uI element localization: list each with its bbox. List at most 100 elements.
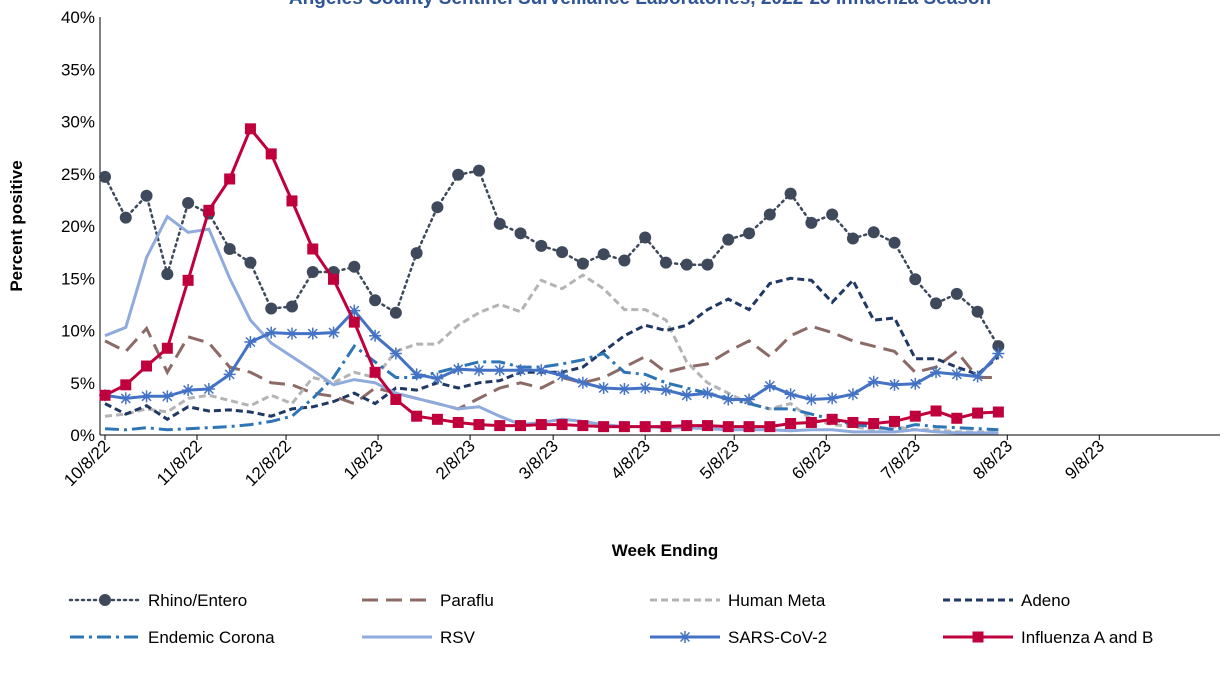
- legend-item: Endemic Corona: [70, 628, 275, 647]
- data-point: [722, 421, 734, 433]
- data-point: [784, 388, 797, 401]
- series-line: [104, 308, 1000, 402]
- data-point: [971, 370, 984, 383]
- data-point: [888, 378, 901, 391]
- data-point: [473, 419, 485, 431]
- data-point: [494, 420, 506, 432]
- data-point: [514, 364, 527, 377]
- data-point: [951, 412, 963, 424]
- series-line: [103, 169, 1000, 348]
- data-point: [265, 326, 278, 339]
- data-point: [659, 384, 672, 397]
- data-point: [659, 256, 672, 269]
- data-point: [680, 389, 693, 402]
- data-point: [452, 168, 465, 181]
- data-point: [161, 390, 174, 403]
- data-point: [930, 297, 943, 310]
- data-point: [535, 364, 548, 377]
- legend-item: Influenza A and B: [943, 628, 1153, 647]
- data-point: [431, 413, 443, 425]
- data-point: [515, 420, 527, 432]
- data-point: [618, 254, 631, 267]
- data-point: [306, 327, 319, 340]
- data-point: [681, 420, 693, 432]
- data-point: [285, 327, 298, 340]
- y-tick-label: 20%: [61, 217, 95, 236]
- data-point: [328, 273, 340, 285]
- data-point: [992, 406, 1004, 418]
- data-point: [701, 258, 714, 271]
- y-tick-label: 15%: [61, 269, 95, 288]
- legend-label: Adeno: [1021, 591, 1070, 610]
- data-point: [224, 173, 236, 185]
- data-point: [265, 148, 277, 160]
- data-point: [223, 242, 236, 255]
- data-point: [369, 329, 382, 342]
- y-tick-label: 40%: [61, 8, 95, 27]
- data-point: [472, 364, 485, 377]
- data-point: [99, 170, 111, 183]
- data-point: [431, 201, 444, 214]
- data-point: [992, 347, 1005, 360]
- legend-label: Human Meta: [728, 591, 826, 610]
- data-point: [452, 416, 464, 428]
- series-line: [104, 324, 999, 411]
- data-point: [846, 388, 859, 401]
- data-point: [639, 421, 651, 433]
- x-tick-label: 1/8/23: [340, 436, 387, 483]
- y-tick-label: 5%: [70, 374, 95, 393]
- data-point: [867, 226, 880, 239]
- data-point: [182, 274, 194, 286]
- data-point: [161, 342, 173, 354]
- data-point: [805, 416, 817, 428]
- data-point: [888, 415, 900, 427]
- data-point: [182, 197, 195, 210]
- legend-marker: [972, 631, 984, 643]
- data-point: [556, 246, 569, 259]
- legend-item: Rhino/Entero: [68, 591, 247, 610]
- legend-label: Endemic Corona: [148, 628, 275, 647]
- x-tick-label: 5/8/23: [696, 436, 743, 483]
- legend-item: Adeno: [943, 591, 1070, 610]
- data-point: [701, 387, 714, 400]
- data-point: [618, 383, 631, 396]
- data-point: [348, 260, 361, 273]
- data-point: [867, 375, 880, 388]
- data-point: [826, 392, 839, 405]
- data-point: [244, 335, 257, 348]
- data-point: [493, 364, 506, 377]
- data-point: [286, 195, 298, 207]
- data-point: [452, 363, 465, 376]
- data-point: [702, 420, 714, 432]
- data-point: [992, 340, 1005, 353]
- legend-item: SARS-CoV-2: [650, 628, 827, 647]
- data-point: [472, 164, 485, 177]
- data-point: [140, 189, 153, 202]
- data-point: [119, 211, 132, 224]
- data-point: [618, 421, 630, 433]
- data-point: [597, 248, 610, 261]
- data-point: [846, 232, 859, 245]
- data-point: [722, 233, 735, 246]
- data-point: [410, 368, 423, 381]
- x-tick-label: 8/8/23: [969, 436, 1016, 483]
- data-point: [244, 123, 256, 135]
- legend-label: RSV: [440, 628, 476, 647]
- legend-item: Human Meta: [650, 591, 826, 610]
- data-point: [265, 302, 278, 315]
- data-point: [348, 304, 361, 317]
- data-point: [784, 187, 797, 200]
- data-point: [120, 379, 132, 391]
- data-point: [764, 421, 776, 433]
- data-point: [930, 366, 943, 379]
- x-axis-label: Week Ending: [612, 541, 718, 560]
- data-point: [411, 410, 423, 422]
- data-point: [680, 258, 693, 271]
- data-point: [847, 416, 859, 428]
- data-point: [930, 405, 942, 417]
- data-point: [868, 418, 880, 430]
- y-tick-label: 30%: [61, 113, 95, 132]
- data-point: [909, 410, 921, 422]
- legend-item: Paraflu: [362, 591, 494, 610]
- legend-label: Influenza A and B: [1021, 628, 1153, 647]
